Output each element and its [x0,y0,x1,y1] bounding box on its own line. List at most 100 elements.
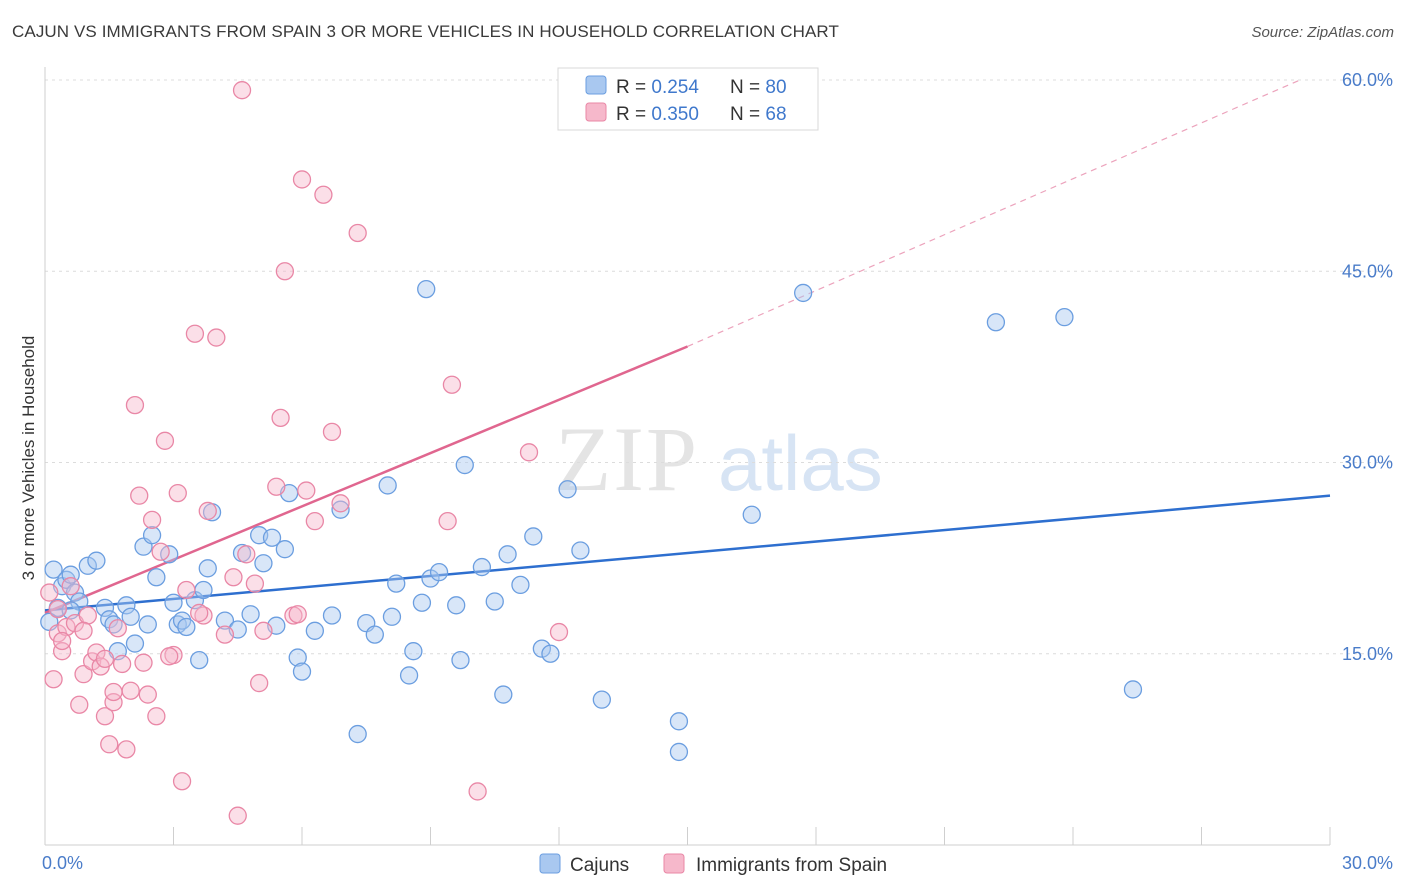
point-spain-26 [151,542,170,561]
watermark-zip: ZIP [555,408,699,510]
point-cajuns-44 [348,724,367,744]
point-spain-7 [70,695,89,714]
point-spain-30 [172,772,192,791]
legend-n-label-cajuns: N = [730,77,765,98]
point-spain-34 [198,501,217,521]
legend-r-value-spain: 0.350 [651,104,699,125]
point-spain-55 [438,512,457,531]
point-spain-4 [57,617,76,637]
point-cajuns-56 [447,596,466,615]
point-spain-42 [250,673,269,693]
point-spain-43 [254,621,273,640]
point-cajuns-46 [365,625,384,644]
point-cajuns-59 [472,557,492,577]
point-spain-60 [48,599,67,619]
legend-n-value-cajuns: 80 [765,77,786,98]
point-cajuns-58 [455,455,474,475]
trend-lines [44,79,1331,615]
point-spain-15 [104,693,123,712]
point-spain-19 [121,681,140,700]
point-spain-3 [52,642,72,661]
point-spain-31 [177,580,196,600]
y-tick-label-1: 30.0% [1342,453,1393,473]
svg-text:R = 0.350: R = 0.350 [616,104,699,125]
point-spain-25 [147,707,166,726]
point-spain-40 [237,545,256,564]
legend-n-label-spain: N = [730,104,765,125]
point-cajuns-49 [387,574,406,593]
point-spain-48 [292,170,312,189]
point-cajuns-25 [190,650,209,670]
point-cajuns-42 [322,606,342,625]
point-cajuns-74 [986,313,1006,332]
point-cajuns-73 [794,283,813,303]
series-legend-label-spain: Immigrants from Spain [696,855,887,876]
point-cajuns-20 [164,593,183,612]
point-cajuns-26 [194,580,213,600]
point-spain-18 [117,740,136,759]
legend-r-label-cajuns: R = [616,77,651,98]
legend-swatch-cajuns [585,75,607,95]
point-cajuns-7 [78,556,97,575]
point-spain-36 [215,625,235,644]
point-cajuns-70 [669,712,689,731]
y-tick-label-3: 60.0% [1342,70,1393,90]
point-spain-49 [297,481,316,500]
point-cajuns-39 [288,648,307,667]
point-cajuns-8 [87,551,106,570]
point-spain-35 [207,328,226,347]
point-spain-22 [134,653,153,672]
grid-lines [45,79,1395,655]
point-cajuns-43 [331,500,350,519]
point-cajuns-9 [95,598,115,617]
point-cajuns-60 [485,592,504,611]
point-spain-17 [112,654,132,674]
point-spain-46 [275,262,295,281]
point-cajuns-66 [541,644,560,663]
watermark: ZIP atlas [555,408,883,510]
legend-r-value-cajuns: 0.254 [651,77,699,98]
point-cajuns-55 [429,563,449,582]
point-cajuns-64 [524,527,543,546]
legend-swatch-spain [585,102,607,122]
point-spain-52 [322,422,342,442]
legend-n-value-spain: 68 [765,104,786,125]
point-spain-59 [549,622,569,642]
point-spain-9 [78,606,97,625]
point-spain-13 [95,707,115,726]
point-cajuns-63 [511,575,530,595]
point-cajuns-51 [404,642,423,661]
point-cajuns-52 [412,593,432,612]
point-spain-16 [108,619,127,638]
point-spain-38 [228,806,247,825]
point-cajuns-57 [451,650,470,670]
point-cajuns-37 [275,540,295,559]
point-spain-32 [185,324,205,343]
point-cajuns-27 [198,559,217,578]
y-tick-label-0: 15.0% [1342,644,1393,664]
y-tick-label-2: 45.0% [1342,261,1393,281]
point-spain-56 [442,375,462,394]
stats-legend: R = 0.254 N = 80 R = 0.350 N = 68 [557,67,819,131]
point-spain-1 [44,670,63,689]
svg-text:N = 80: N = 80 [730,77,787,98]
trend-line-spain [44,345,688,615]
point-cajuns-69 [592,690,611,709]
point-cajuns-35 [262,528,282,547]
point-cajuns-34 [254,554,273,573]
point-cajuns-41 [305,621,325,640]
point-spain-39 [232,81,252,100]
point-spain-24 [142,510,162,530]
point-spain-54 [348,223,367,243]
trend-line-extension-spain [687,79,1301,348]
point-spain-50 [305,512,325,531]
point-spain-53 [331,494,350,513]
point-spain-51 [314,185,333,204]
series-legend: Cajuns Immigrants from Spain [539,853,887,876]
point-cajuns-79 [121,607,140,626]
svg-text:R = 0.254: R = 0.254 [616,77,699,98]
point-spain-29 [168,483,187,503]
point-cajuns-71 [669,742,689,762]
point-spain-5 [61,577,80,596]
point-spain-45 [271,408,290,428]
